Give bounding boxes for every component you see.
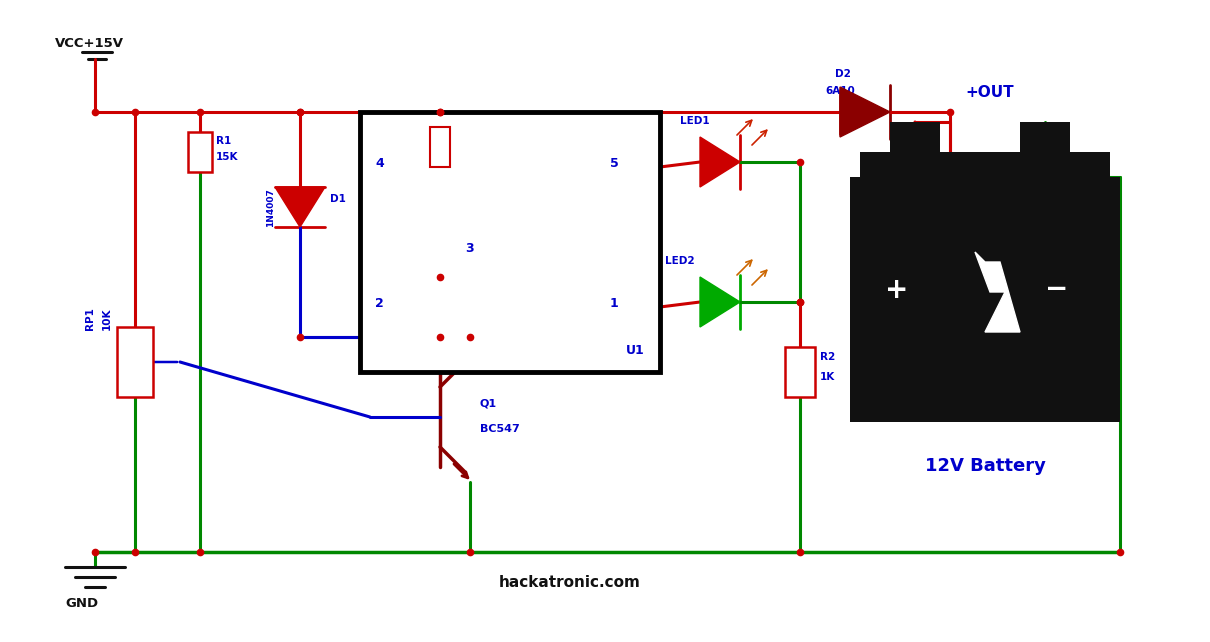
Text: VCC+15V: VCC+15V: [54, 37, 123, 50]
Bar: [117, 327, 152, 397]
Text: GND: GND: [65, 597, 98, 610]
Polygon shape: [840, 87, 891, 137]
Polygon shape: [975, 252, 1020, 332]
Polygon shape: [701, 277, 741, 327]
Text: RP1: RP1: [85, 307, 96, 330]
Polygon shape: [701, 137, 741, 187]
Text: BC547: BC547: [480, 424, 520, 434]
Text: D1: D1: [330, 194, 346, 204]
Text: 1: 1: [610, 297, 618, 310]
Text: 4: 4: [375, 157, 384, 170]
Bar: [188, 132, 212, 172]
Text: LED2: LED2: [666, 256, 695, 266]
Text: 3: 3: [465, 242, 473, 255]
Bar: [785, 347, 816, 397]
Text: U1: U1: [627, 344, 645, 357]
Text: 10K: 10K: [102, 308, 113, 330]
Text: 12V Battery: 12V Battery: [924, 457, 1045, 475]
Text: −: −: [1045, 275, 1068, 304]
Text: R2: R2: [820, 352, 835, 362]
Bar: [860, 152, 1110, 177]
Bar: [430, 127, 450, 167]
Text: 6A10: 6A10: [825, 86, 854, 96]
Text: hackatronic.com: hackatronic.com: [499, 575, 641, 590]
Polygon shape: [275, 187, 325, 227]
Text: 1K: 1K: [820, 372, 835, 382]
Text: +OUT: +OUT: [966, 85, 1014, 100]
Text: 2: 2: [375, 297, 384, 310]
Text: LED1: LED1: [680, 116, 709, 126]
Bar: [1020, 122, 1070, 152]
Text: 15K: 15K: [217, 152, 238, 162]
Text: 1N4007: 1N4007: [266, 188, 275, 227]
Text: 5: 5: [610, 157, 618, 170]
Bar: [849, 177, 1120, 422]
Text: Q1: Q1: [480, 399, 497, 409]
Bar: [361, 112, 659, 372]
Text: R1: R1: [217, 136, 231, 146]
Text: D2: D2: [835, 69, 851, 79]
Text: +: +: [885, 275, 909, 304]
Bar: [891, 122, 940, 152]
